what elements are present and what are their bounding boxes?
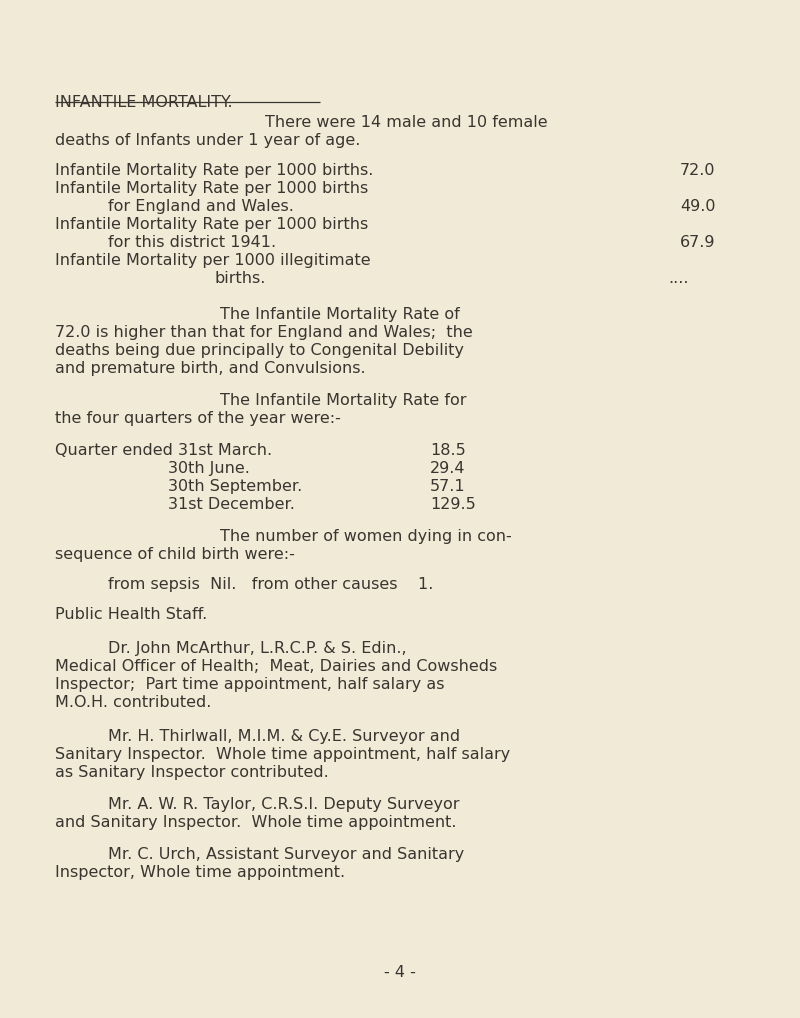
- Text: INFANTILE MORTALITY.: INFANTILE MORTALITY.: [55, 95, 233, 110]
- Text: Quarter ended 31st March.: Quarter ended 31st March.: [55, 443, 272, 458]
- Text: Inspector, Whole time appointment.: Inspector, Whole time appointment.: [55, 865, 345, 880]
- Text: for England and Wales.: for England and Wales.: [108, 199, 294, 214]
- Text: The number of women dying in con-: The number of women dying in con-: [220, 529, 512, 544]
- Text: Inspector;  Part time appointment, half salary as: Inspector; Part time appointment, half s…: [55, 677, 445, 692]
- Text: Dr. John McArthur, L.R.C.P. & S. Edin.,: Dr. John McArthur, L.R.C.P. & S. Edin.,: [108, 641, 406, 656]
- Text: births.: births.: [215, 271, 266, 286]
- Text: 72.0: 72.0: [680, 163, 715, 178]
- Text: and Sanitary Inspector.  Whole time appointment.: and Sanitary Inspector. Whole time appoi…: [55, 815, 457, 830]
- Text: 57.1: 57.1: [430, 479, 466, 494]
- Text: 67.9: 67.9: [680, 235, 715, 250]
- Text: The Infantile Mortality Rate of: The Infantile Mortality Rate of: [220, 307, 460, 322]
- Text: the four quarters of the year were:-: the four quarters of the year were:-: [55, 411, 341, 426]
- Text: Mr. C. Urch, Assistant Surveyor and Sanitary: Mr. C. Urch, Assistant Surveyor and Sani…: [108, 847, 464, 862]
- Text: 49.0: 49.0: [680, 199, 715, 214]
- Text: 129.5: 129.5: [430, 497, 476, 512]
- Text: Mr. A. W. R. Taylor, C.R.S.I. Deputy Surveyor: Mr. A. W. R. Taylor, C.R.S.I. Deputy Sur…: [108, 797, 459, 812]
- Text: from sepsis  Nil.   from other causes    1.: from sepsis Nil. from other causes 1.: [108, 577, 434, 592]
- Text: deaths of Infants under 1 year of age.: deaths of Infants under 1 year of age.: [55, 133, 360, 148]
- Text: Infantile Mortality Rate per 1000 births: Infantile Mortality Rate per 1000 births: [55, 181, 368, 196]
- Text: 72.0 is higher than that for England and Wales;  the: 72.0 is higher than that for England and…: [55, 325, 473, 340]
- Text: deaths being due principally to Congenital Debility: deaths being due principally to Congenit…: [55, 343, 464, 358]
- Text: and premature birth, and Convulsions.: and premature birth, and Convulsions.: [55, 361, 366, 376]
- Text: 30th June.: 30th June.: [168, 461, 250, 476]
- Text: Infantile Mortality Rate per 1000 births.: Infantile Mortality Rate per 1000 births…: [55, 163, 374, 178]
- Text: - 4 -: - 4 -: [384, 965, 416, 980]
- Text: The Infantile Mortality Rate for: The Infantile Mortality Rate for: [220, 393, 466, 408]
- Text: Infantile Mortality per 1000 illegitimate: Infantile Mortality per 1000 illegitimat…: [55, 253, 370, 268]
- Text: 31st December.: 31st December.: [168, 497, 295, 512]
- Text: 18.5: 18.5: [430, 443, 466, 458]
- Text: Infantile Mortality Rate per 1000 births: Infantile Mortality Rate per 1000 births: [55, 217, 368, 232]
- Text: ....: ....: [668, 271, 689, 286]
- Text: There were 14 male and 10 female: There were 14 male and 10 female: [265, 115, 548, 130]
- Text: Medical Officer of Health;  Meat, Dairies and Cowsheds: Medical Officer of Health; Meat, Dairies…: [55, 659, 498, 674]
- Text: M.O.H. contributed.: M.O.H. contributed.: [55, 695, 211, 710]
- Text: as Sanitary Inspector contributed.: as Sanitary Inspector contributed.: [55, 765, 329, 780]
- Text: sequence of child birth were:-: sequence of child birth were:-: [55, 547, 295, 562]
- Text: for this district 1941.: for this district 1941.: [108, 235, 276, 250]
- Text: 29.4: 29.4: [430, 461, 466, 476]
- Text: Sanitary Inspector.  Whole time appointment, half salary: Sanitary Inspector. Whole time appointme…: [55, 747, 510, 762]
- Text: Public Health Staff.: Public Health Staff.: [55, 607, 207, 622]
- Text: Mr. H. Thirlwall, M.I.M. & Cy.E. Surveyor and: Mr. H. Thirlwall, M.I.M. & Cy.E. Surveyo…: [108, 729, 460, 744]
- Text: 30th September.: 30th September.: [168, 479, 302, 494]
